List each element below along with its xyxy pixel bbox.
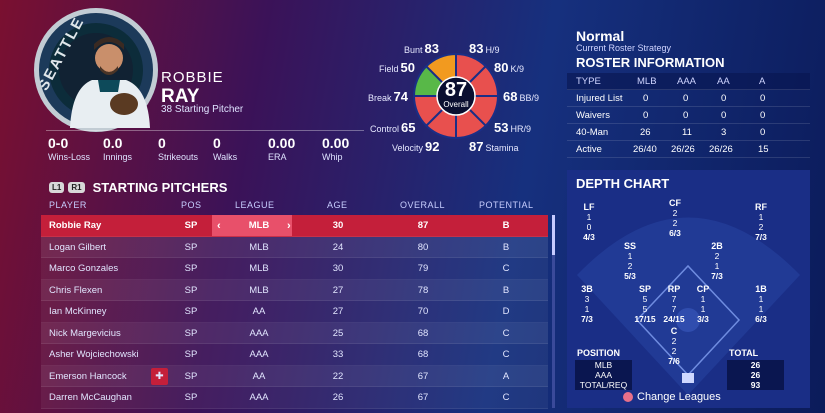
league-prev-arrow[interactable]: ‹ [217,220,221,232]
league-next-arrow[interactable]: › [287,220,291,232]
stat-wins-loss: 0-0 Wins-Loss [48,135,91,162]
table-row[interactable]: Emerson Hancock ✚ SP AA 22 67 A [41,365,548,387]
depth-rf[interactable]: RF 1 2 7/3 [755,202,767,242]
roster-row-injured: Injured List 0 0 0 0 [567,90,810,107]
total-req-label: TOTAL/REQ [575,380,632,390]
rating-bunt: Bunt 83 [404,41,439,56]
ratings-wheel [412,52,500,140]
total-label: TOTAL [729,348,759,358]
total-aaa-label: AAA [575,370,632,380]
col-potential: POTENTIAL [479,200,534,210]
section-title: STARTING PITCHERS [92,179,228,195]
players-table: Robbie Ray SP ‹ MLB › 30 87 B Logan Gilbert… [41,215,548,409]
r1-button[interactable]: R1 [68,181,85,193]
col-pos: POS [181,200,202,210]
depth-1b[interactable]: 1B 1 1 6/3 [755,284,767,324]
depth-chart: DEPTH CHART LF 1 0 4/3 CF 2 2 6/3 RF 1 2 7/3 SS 1 2… [567,170,810,408]
overall-label: Overall [443,100,469,109]
table-row[interactable]: Logan Gilbert SP MLB 24 80 B [41,236,548,258]
stat-innings: 0.0 Innings [103,135,133,162]
depth-cp[interactable]: CP 1 1 3/3 [696,284,710,324]
total-req-value: 93 [727,380,784,390]
col-overall: OVERALL [400,200,446,210]
position-label: POSITION [577,348,621,358]
depth-chart-title: DEPTH CHART [576,176,670,191]
overall-rating: 87 [444,79,468,101]
strategy-title: Normal [576,28,625,44]
player-first-name: ROBBIE [161,69,224,86]
player-portrait [70,37,150,128]
depth-3b[interactable]: 3B 3 1 7/3 [581,284,593,324]
roster-info-table: TYPE MLB AAA AA A Injured List 0 0 0 0 Waivers 0 0… [567,73,810,158]
roster-header-row: TYPE MLB AAA AA A [567,73,810,90]
table-row[interactable]: Darren McCaughan SP AAA 26 67 C [41,387,548,409]
rating-field: Field 50 [379,60,415,75]
table-row[interactable]: Robbie Ray SP ‹ MLB › 30 87 B [41,215,548,237]
field-diagram [577,217,800,395]
col-player: PLAYER [49,200,87,210]
strategy-subtitle: Current Roster Strategy [576,43,672,53]
total-mlb-value: 26 [727,360,784,370]
rating-break: Break 74 [368,89,408,104]
col-age: AGE [327,200,348,210]
depth-rp[interactable]: RP 7 7 24/15 [663,284,685,324]
change-leagues-button[interactable]: Change Leagues [623,391,721,403]
scrollbar-thumb[interactable] [552,215,555,255]
total-aaa-value: 26 [727,370,784,380]
stat-era: 0.00 ERA [268,135,296,162]
l1-button[interactable]: L1 [49,181,65,193]
section-header: L1 R1 STARTING PITCHERS [49,179,228,195]
rating-k9: 80 K/9 [494,60,524,75]
rating-hr9: 53 HR/9 [494,120,531,135]
roster-row-active: Active 26/40 26/26 26/26 15 [567,141,810,158]
stats-divider [46,130,364,131]
depth-sp[interactable]: SP 5 5 17/15 [634,284,656,324]
table-scrollbar[interactable] [552,215,555,408]
table-row[interactable]: Chris Flexen SP MLB 27 78 B [41,279,548,301]
roster-info-title: ROSTER INFORMATION [576,55,725,70]
change-leagues-label: Change Leagues [637,391,721,403]
table-row[interactable]: Nick Margevicius SP AAA 25 68 C [41,322,548,344]
injury-icon: ✚ [151,367,168,385]
league-selector[interactable] [212,215,292,236]
depth-c[interactable]: C 2 2 7/6 [668,326,680,366]
rating-velocity: Velocity 92 [392,139,440,154]
depth-lf[interactable]: LF 1 0 4/3 [583,202,595,242]
col-league: LEAGUE [235,200,275,210]
table-row[interactable]: Marco Gonzales SP MLB 30 79 C [41,258,548,280]
player-role: 38 Starting Pitcher [161,104,244,115]
circle-button-icon [623,392,633,402]
rating-bb9: 68 BB/9 [503,89,539,104]
rating-stamina: 87 Stamina [469,139,519,154]
roster-row-waivers: Waivers 0 0 0 0 [567,107,810,124]
depth-ss[interactable]: SS 1 2 5/3 [623,241,636,281]
stat-walks: 0 Walks [213,135,238,162]
stat-strikeouts: 0 Strikeouts [158,135,199,162]
table-row[interactable]: Asher Wojciechowski SP AAA 33 68 C [41,344,548,366]
depth-2b[interactable]: 2B 2 1 7/3 [711,241,723,281]
rating-control: Control 65 [370,120,416,135]
rating-h9: 83 H/9 [469,41,500,56]
stat-whip: 0.00 Whip [322,135,350,162]
player-last-name: RAY [161,86,200,107]
table-row[interactable]: Ian McKinney SP AA 27 70 D [41,301,548,323]
depth-cf[interactable]: CF 2 2 6/3 [669,198,681,238]
roster-row-40man: 40-Man 26 11 3 0 [567,124,810,141]
total-mlb-label: MLB [575,360,632,370]
